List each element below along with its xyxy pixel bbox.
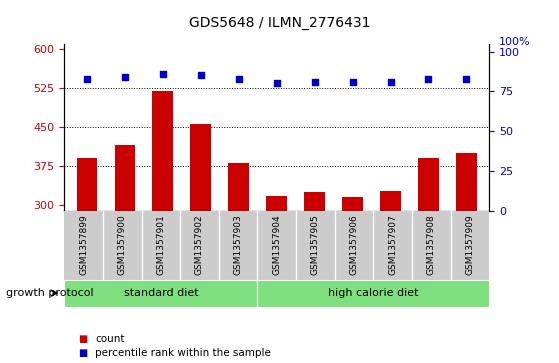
Text: GSM1357908: GSM1357908 <box>427 215 435 276</box>
Text: GSM1357909: GSM1357909 <box>465 215 475 276</box>
Text: GSM1357905: GSM1357905 <box>311 215 320 276</box>
Bar <box>77 158 97 211</box>
Bar <box>266 196 287 211</box>
Point <box>272 81 281 86</box>
Point <box>234 76 243 81</box>
Text: GSM1357906: GSM1357906 <box>349 215 358 276</box>
Point <box>121 74 130 80</box>
Bar <box>228 163 249 211</box>
Text: ■: ■ <box>78 348 88 358</box>
Bar <box>191 125 211 211</box>
Point <box>348 79 357 85</box>
Text: count: count <box>95 334 125 344</box>
Point <box>310 79 319 85</box>
Bar <box>456 153 477 211</box>
Bar <box>153 90 173 211</box>
Text: GSM1357903: GSM1357903 <box>234 215 243 276</box>
Text: GSM1357900: GSM1357900 <box>118 215 127 276</box>
Text: standard diet: standard diet <box>124 288 198 298</box>
Text: percentile rank within the sample: percentile rank within the sample <box>95 348 271 358</box>
Point <box>196 73 205 78</box>
Bar <box>380 191 401 211</box>
Text: high calorie diet: high calorie diet <box>328 288 419 298</box>
Text: GSM1357904: GSM1357904 <box>272 215 281 276</box>
Bar <box>115 145 135 211</box>
Point <box>158 71 167 77</box>
Point <box>386 79 395 85</box>
Bar <box>342 197 363 211</box>
Point <box>462 76 471 81</box>
Text: GSM1357899: GSM1357899 <box>79 215 88 276</box>
Y-axis label: 100%: 100% <box>499 37 530 47</box>
Text: GDS5648 / ILMN_2776431: GDS5648 / ILMN_2776431 <box>189 16 370 30</box>
Bar <box>304 192 325 211</box>
Text: GSM1357902: GSM1357902 <box>195 215 204 276</box>
Point <box>424 76 433 81</box>
Text: GSM1357901: GSM1357901 <box>157 215 165 276</box>
Point <box>83 76 92 81</box>
Text: growth protocol: growth protocol <box>6 288 93 298</box>
Bar <box>418 158 439 211</box>
Text: GSM1357907: GSM1357907 <box>388 215 397 276</box>
Text: ■: ■ <box>78 334 88 344</box>
